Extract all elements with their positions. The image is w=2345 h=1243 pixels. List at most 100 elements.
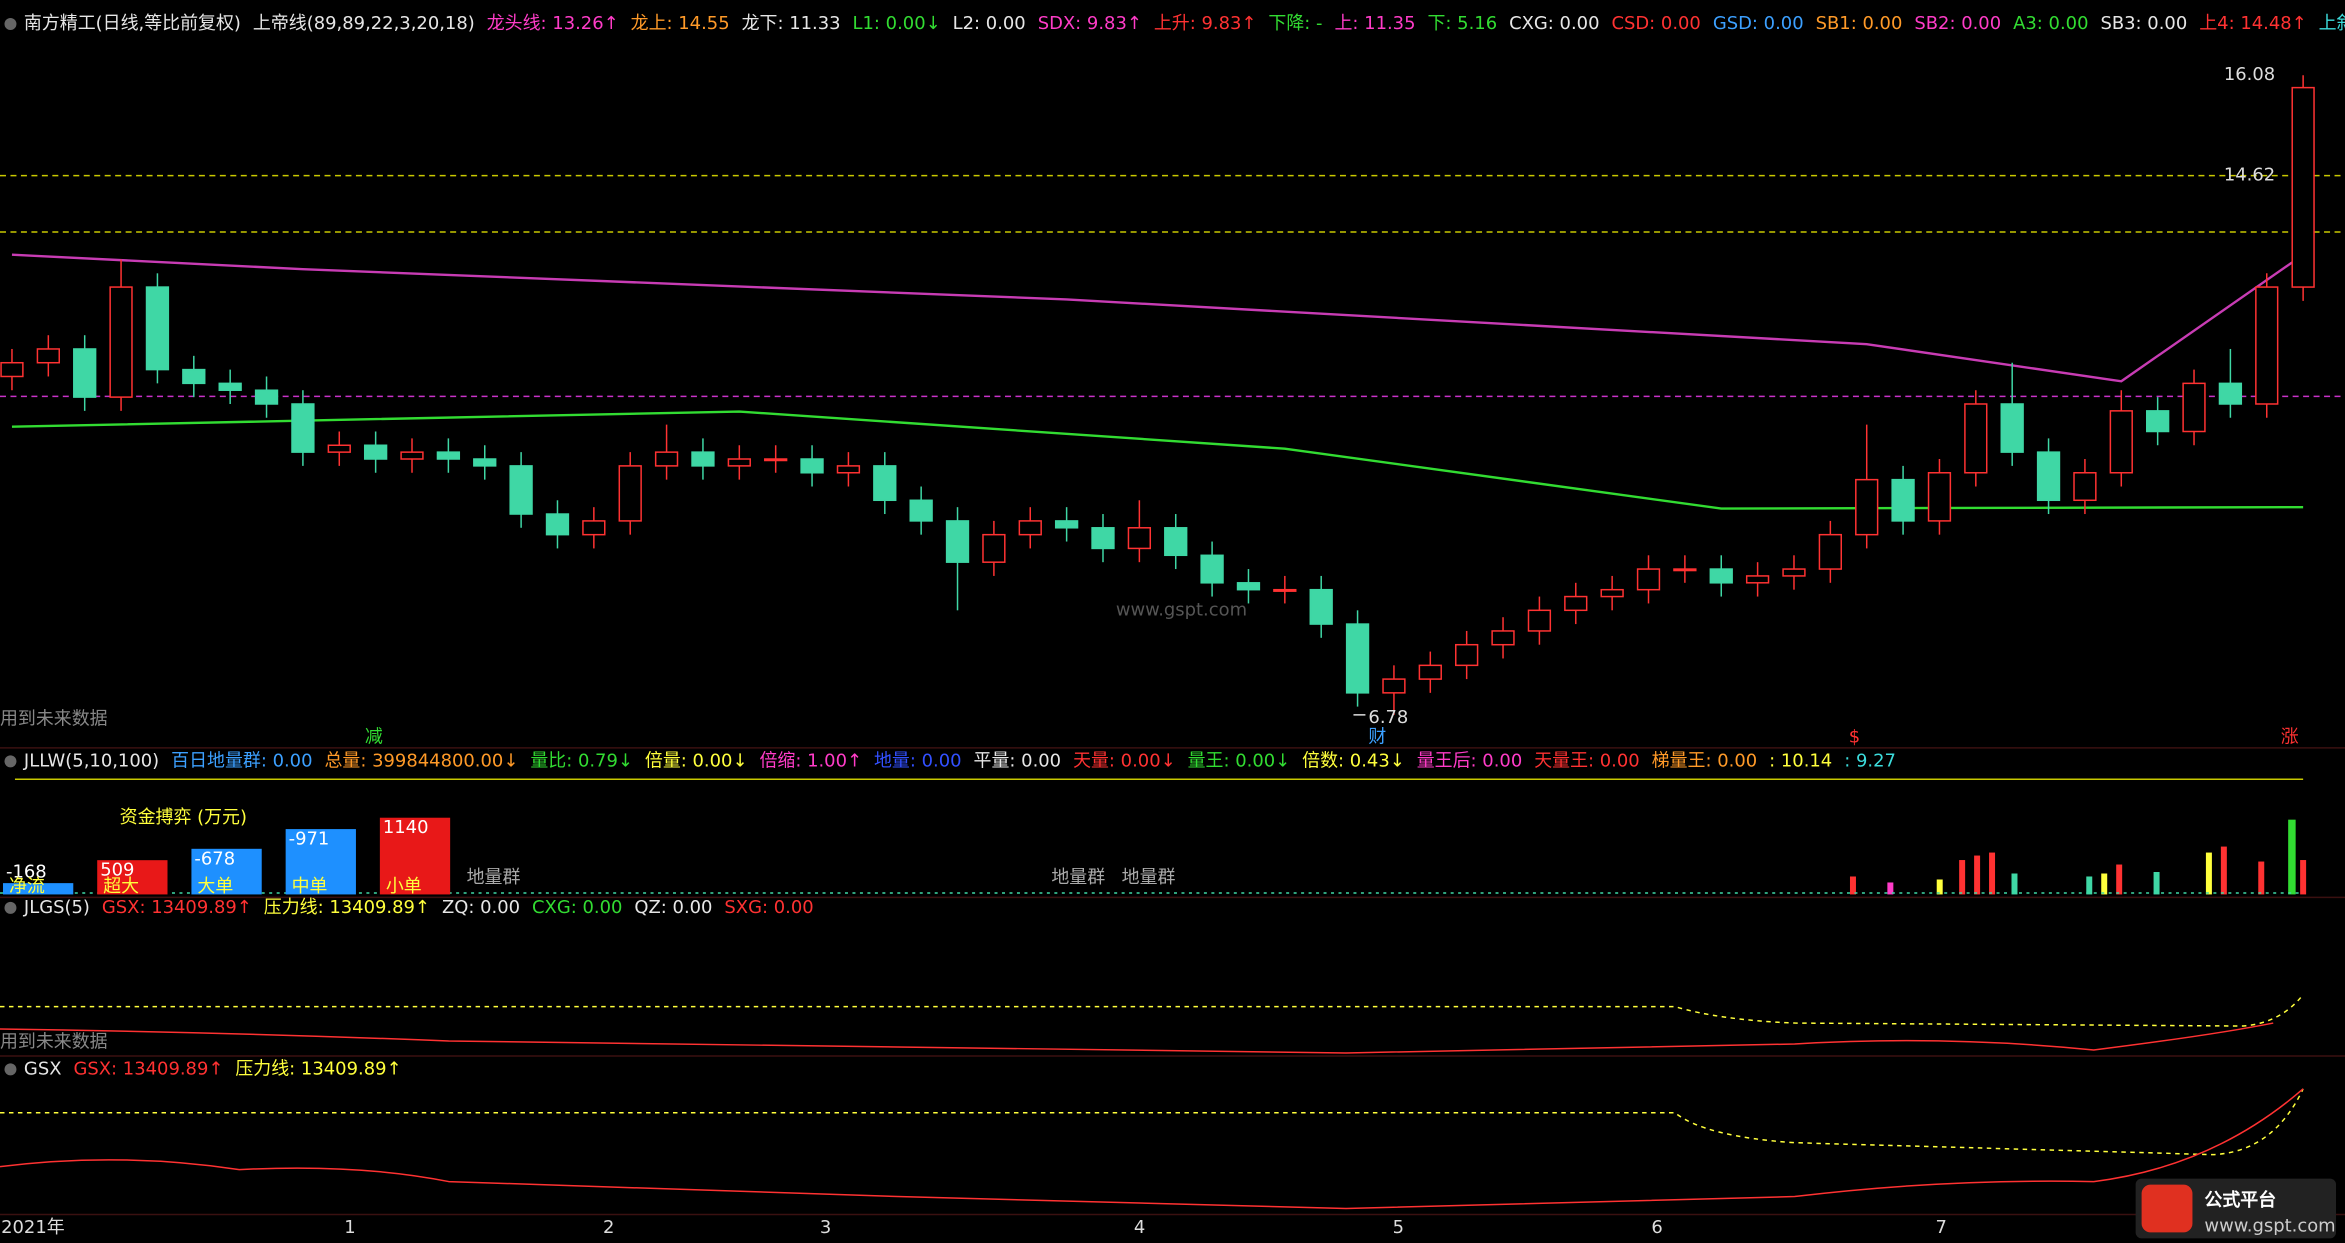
vol-bar (1974, 855, 1981, 895)
header-toggle (4, 18, 17, 31)
candle-body (2145, 410, 2170, 433)
candle-body (1491, 630, 1515, 646)
header-item: 倍缩: 1.00↑ (759, 750, 862, 771)
candle-body (1018, 520, 1042, 536)
candle-body (1964, 403, 1988, 474)
candle-body (2255, 286, 2279, 405)
candle-body (0, 361, 24, 378)
header-item: 天量王: 0.00 (1534, 750, 1640, 771)
header-item: 上4: 14.48↑ (2199, 13, 2306, 34)
candle-body (182, 368, 206, 385)
header-item: 压力线: 13409.89↑ (264, 897, 430, 918)
candle-body (1782, 568, 1806, 577)
candle-body (654, 451, 679, 467)
ma-line (11, 253, 2304, 383)
header-item: JLGS(5) (23, 897, 90, 918)
x-label: 6 (1651, 1217, 1662, 1238)
flow-box (191, 848, 262, 895)
marker: $ (1849, 726, 1860, 747)
price-label: 14.62 (2224, 165, 2275, 186)
candle-body (1818, 533, 1843, 570)
header-item: 地量: 0.00 (874, 750, 962, 771)
flow-value: -678 (194, 848, 235, 869)
header-item: L1: 0.00↓ (853, 13, 941, 34)
pressure-line (0, 994, 2304, 1027)
flow-label: 小单 (386, 876, 422, 897)
header-item: 龙上: 14.55 (631, 13, 730, 34)
candle-body (1673, 568, 1697, 572)
header-item: A3: 0.00 (2013, 13, 2088, 34)
candle-body (1309, 588, 1333, 625)
marker: 涨 (2281, 726, 2299, 747)
candle-body (291, 403, 315, 453)
candle-body (1054, 520, 1079, 529)
header-item: GSX: 13409.89↑ (73, 1058, 223, 1079)
candle-body (1418, 664, 1442, 680)
header-item: 量王: 0.00↓ (1188, 750, 1291, 771)
header-item: : 9.27 (1844, 750, 1896, 771)
header-item: SB3: 0.00 (2100, 13, 2187, 34)
vol-bar (2101, 873, 2108, 895)
candle-body (691, 451, 715, 467)
header-item: 倍量: 0.00↓ (645, 750, 748, 771)
header-item: GSX (24, 1058, 62, 1079)
header-item: ZQ: 0.00 (442, 897, 520, 918)
candle-body (909, 499, 933, 522)
flow-title: 资金搏弈 (万元) (120, 807, 247, 828)
header-item: 梯量王: 0.00 (1652, 750, 1758, 771)
candle-body (873, 465, 897, 502)
candle-body (1855, 478, 1879, 536)
candle-body (1091, 527, 1115, 550)
header-item: 百日地量群: 0.00 (171, 750, 312, 771)
candle-body (1236, 582, 1261, 591)
vol-bar (2011, 873, 2018, 895)
header-item: JLLW(5,10,100) (23, 750, 159, 771)
dlq-label: 地量群 (1051, 867, 1105, 888)
header-item: 南方精工(日线,等比前复权) (24, 13, 241, 34)
header-item: 上升: 9.83↑ (1154, 13, 1257, 34)
header-item: 总量: 399844800.00↓ (324, 750, 518, 771)
vol-bar (1959, 860, 1966, 895)
flow-label: 超大 (103, 876, 139, 897)
candle-body (1164, 527, 1188, 557)
header-item: GSX: 13409.89↑ (102, 897, 252, 918)
header-item: 龙头线: 13.26↑ (487, 13, 619, 34)
header-item: 天量: 0.00↓ (1073, 750, 1176, 771)
x-label: 4 (1134, 1217, 1145, 1238)
candle-body (1455, 643, 1479, 667)
header-item: 倍数: 0.43↓ (1302, 750, 1405, 771)
header-item: GSD: 0.00 (1713, 13, 1804, 34)
candle-body (1600, 588, 1624, 598)
candle-body (509, 465, 533, 515)
dlq-label: 地量群 (467, 867, 521, 888)
candle-body (145, 286, 170, 371)
ma-line (11, 410, 2304, 510)
candle-body (582, 520, 606, 536)
candle-body (618, 465, 642, 522)
candle-body (2109, 410, 2133, 474)
candle-body (1200, 554, 1224, 584)
candle-body (1564, 595, 1588, 612)
candle-body (1745, 575, 1770, 584)
header-item: CXG: 0.00 (1509, 13, 1599, 34)
gsx-line (0, 1022, 2274, 1054)
candle-body (1127, 527, 1152, 550)
header-item: SXG: 0.00 (724, 897, 813, 918)
flow-value: -971 (289, 829, 330, 850)
candle-body (1709, 568, 1733, 584)
candle-body (1636, 568, 1661, 591)
candle-body (254, 389, 279, 405)
vol-bar (2153, 872, 2160, 895)
header-toggle (4, 755, 17, 768)
logo-icon (2141, 1184, 2193, 1233)
header-item: 压力线: 13409.89↑ (235, 1058, 401, 1079)
flow-label: 大单 (197, 876, 233, 897)
header-item: QZ: 0.00 (634, 897, 712, 918)
header-item: L2: 0.00 (953, 13, 1026, 34)
watermark: www.gspt.com (1116, 599, 1247, 620)
header-item: 上: 11.35 (1334, 13, 1415, 34)
header-item: 下: 5.16 (1427, 13, 1497, 34)
flow-box (379, 817, 451, 895)
